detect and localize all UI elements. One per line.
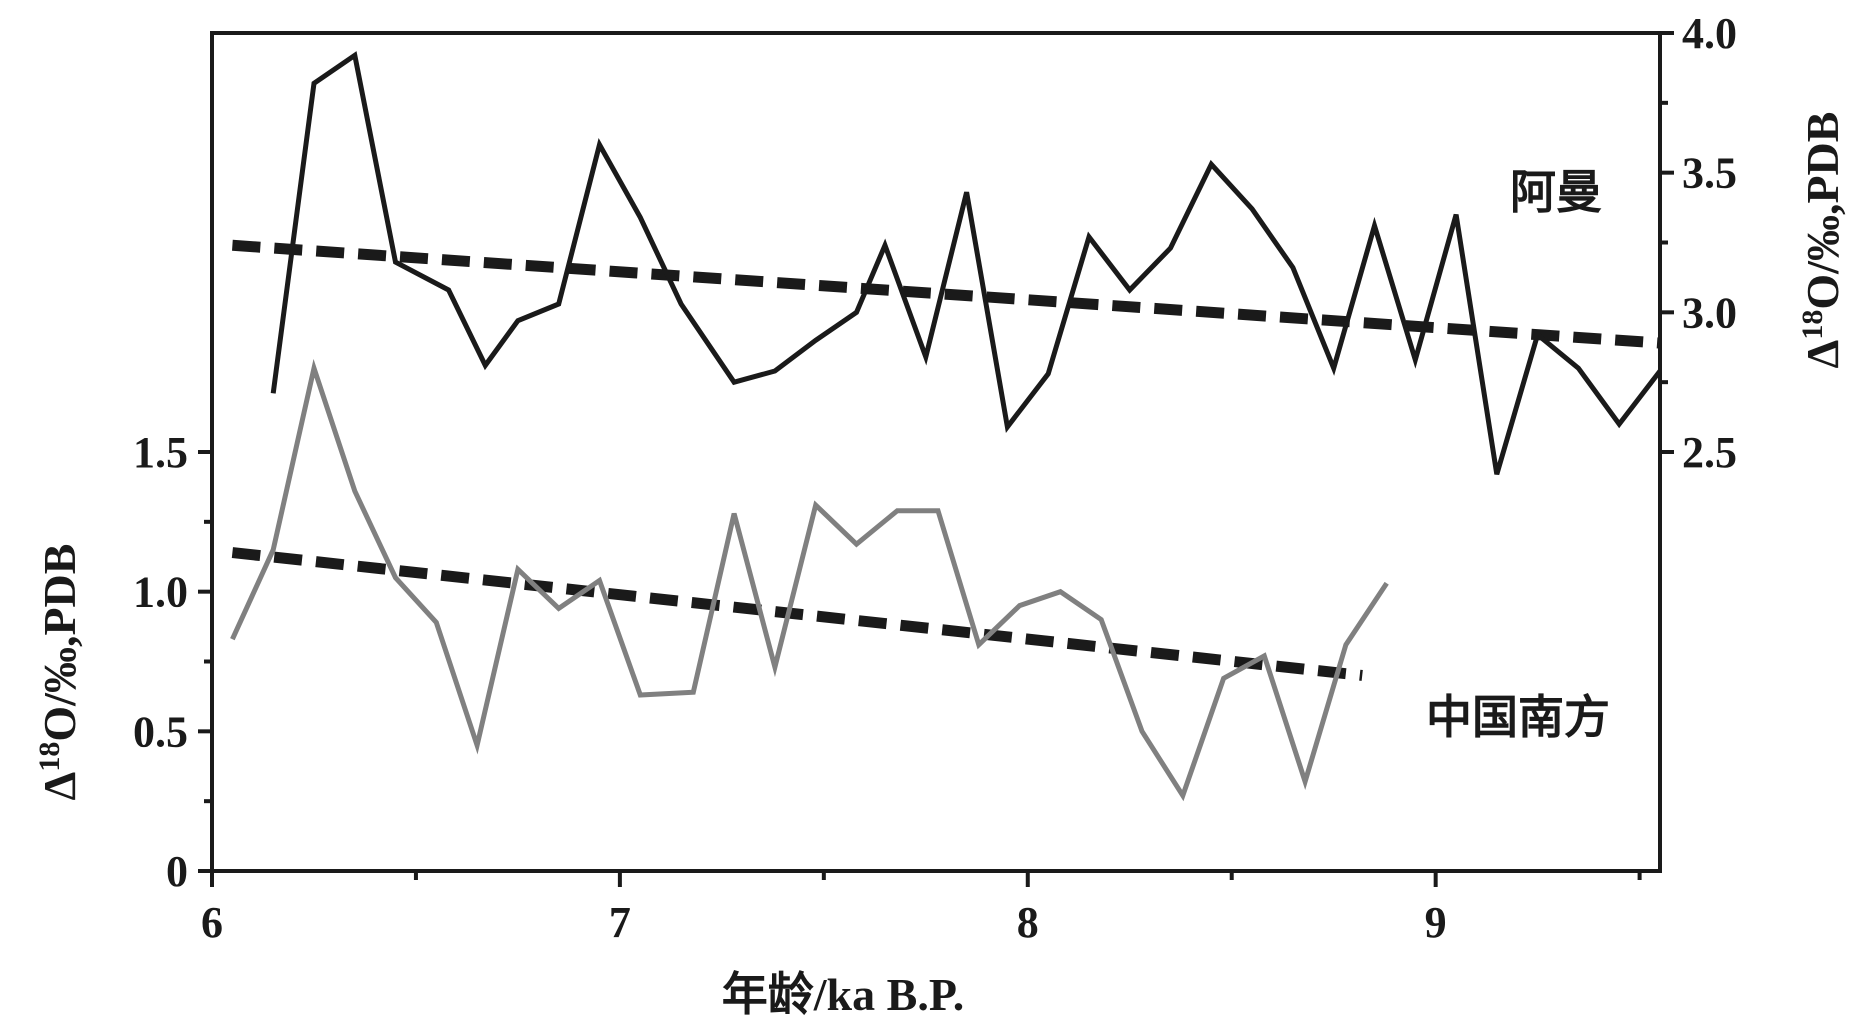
series-line-south-china: [230, 358, 1389, 802]
ticks-layer: 6 7 8 9 0 0.5 1.0 1.5 2.5 3.0 3.5 4.0: [133, 9, 1737, 947]
x-tick-label: 7: [609, 898, 631, 947]
x-tick-label: 9: [1425, 898, 1447, 947]
series-label-oman: 阿曼: [1510, 165, 1602, 219]
right-y-tick-label: 4.0: [1682, 9, 1737, 58]
right-y-tick-label: 3.0: [1682, 288, 1737, 337]
right-y-axis-title: Δ18O/‰,PDB: [1796, 112, 1848, 369]
left-y-tick-label: 1.0: [133, 568, 188, 617]
left-y-tick-label: 0.5: [133, 707, 188, 756]
series-label-south-china: 中国南方: [1426, 690, 1610, 744]
series-line-oman: [270, 51, 1662, 476]
left-y-tick-label: 1.5: [133, 428, 188, 477]
x-tick-label: 8: [1017, 898, 1039, 947]
right-y-tick-label: 3.5: [1682, 149, 1737, 198]
x-tick-label: 6: [201, 898, 223, 947]
right-y-tick-label: 2.5: [1682, 428, 1737, 477]
left-y-axis-title: Δ18O/‰,PDB: [33, 544, 85, 801]
left-y-tick-label: 0: [166, 847, 188, 896]
plot-frame: [210, 31, 1662, 873]
series-layer: [230, 51, 1662, 802]
x-axis-title: 年龄/ka B.P.: [722, 969, 964, 1020]
trend-layer: [231, 239, 1661, 681]
trend-line-south-china: [231, 547, 1363, 681]
